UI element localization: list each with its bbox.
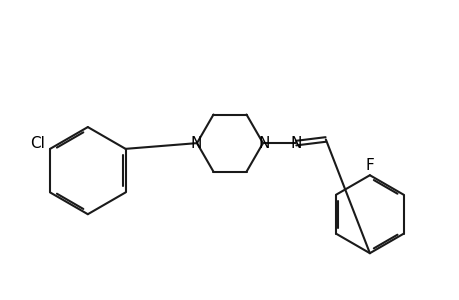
Text: Cl: Cl [30,136,45,151]
Text: N: N [257,136,269,151]
Text: F: F [365,158,374,172]
Text: N: N [290,136,301,151]
Text: N: N [190,136,202,151]
